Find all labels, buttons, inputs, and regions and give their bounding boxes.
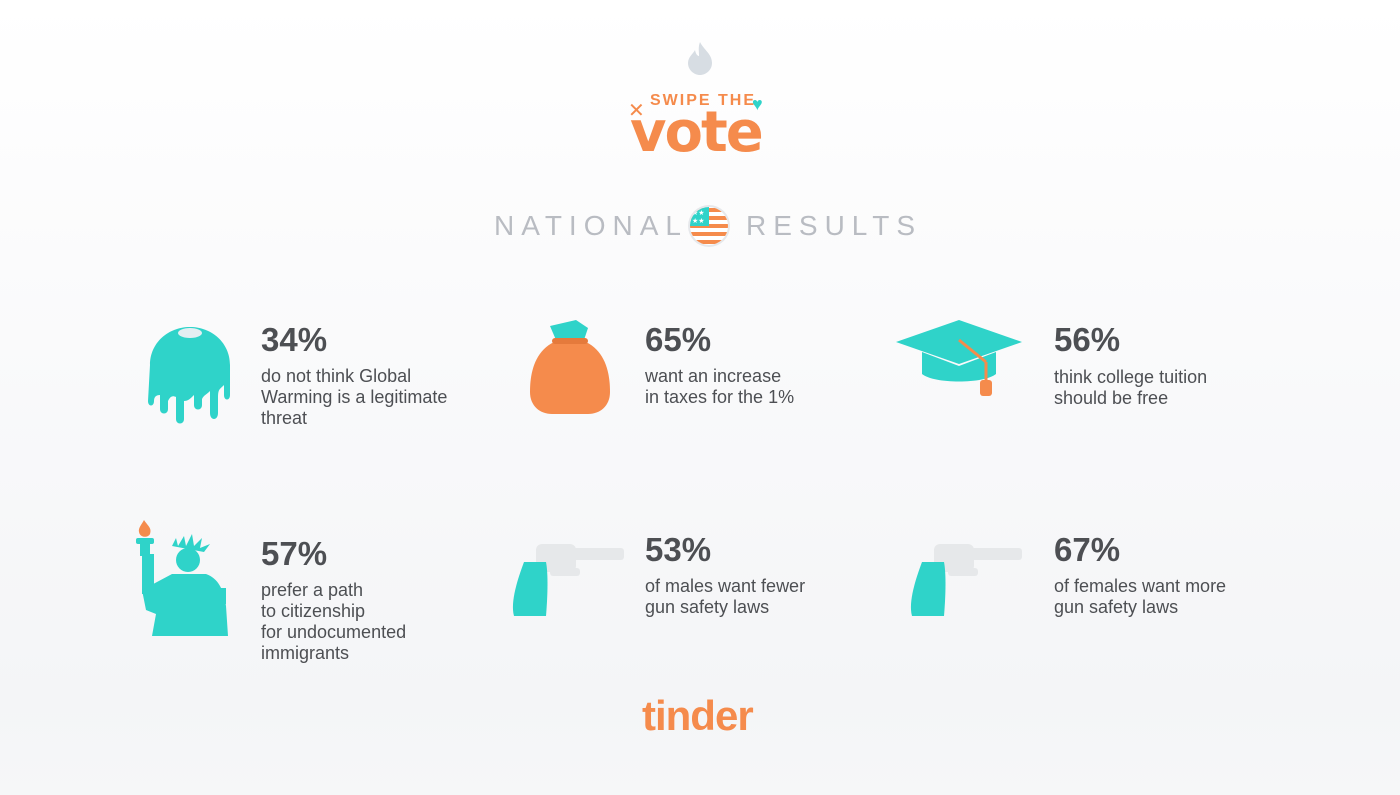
money-bag-icon <box>530 320 610 414</box>
logo-vote: vote <box>630 100 764 165</box>
stat-text-line: Warming is a legitimate <box>261 387 448 407</box>
stat-text-line: prefer a path <box>261 580 364 600</box>
x-mark-icon: ✕ <box>628 100 645 122</box>
stat-females-guns: 67% of females want more gun safety laws <box>1054 533 1226 618</box>
stat-percent: 65% <box>645 321 712 358</box>
stat-percent: 56% <box>1054 321 1121 358</box>
stat-citizenship: 57% prefer a path to citizenship for und… <box>261 537 406 664</box>
stat-text-line: want an increase <box>645 366 782 386</box>
stat-text-line: for undocumented <box>261 622 407 642</box>
section-title-left: NATIONAL <box>494 210 688 241</box>
stat-text-line: gun safety laws <box>1054 597 1179 617</box>
stat-text-line: immigrants <box>261 643 350 663</box>
stat-percent: 53% <box>645 531 712 568</box>
stat-males-guns: 53% of males want fewer gun safety laws <box>645 533 805 618</box>
revolver-icon <box>512 544 624 616</box>
us-flag-icon: ★★ ★★ <box>688 205 730 247</box>
revolver-icon <box>910 544 1022 616</box>
stat-text-line: gun safety laws <box>645 597 770 617</box>
tinder-logo: tinder <box>642 692 754 739</box>
stat-percent: 57% <box>261 535 328 572</box>
stat-text-line: should be free <box>1054 388 1169 408</box>
section-title-right: RESULTS <box>746 210 923 241</box>
stat-percent: 34% <box>261 321 328 358</box>
svg-text:★★: ★★ <box>692 209 705 217</box>
stat-text-line: think college tuition <box>1054 367 1208 387</box>
svg-text:★★: ★★ <box>692 217 705 225</box>
logo-tagline: SWIPE THE <box>650 92 757 109</box>
flame-icon <box>688 42 712 75</box>
stat-text-line: do not think Global <box>261 366 412 386</box>
statue-of-liberty-icon <box>136 520 228 636</box>
stat-text-line: to citizenship <box>261 601 366 621</box>
stat-text-line: threat <box>261 408 308 428</box>
heart-icon: ♥ <box>752 94 763 114</box>
stat-global-warming: 34% do not think Global Warming is a leg… <box>261 323 447 429</box>
graduation-cap-icon <box>896 320 1022 396</box>
stat-text-line: of females want more <box>1054 576 1227 596</box>
stat-percent: 67% <box>1054 531 1121 568</box>
stat-text-line: in taxes for the 1% <box>645 387 795 407</box>
stat-text-line: of males want fewer <box>645 576 806 596</box>
melting-globe-icon <box>148 327 230 424</box>
stat-tuition: 56% think college tuition should be free <box>1054 323 1207 409</box>
stat-taxes: 65% want an increase in taxes for the 1% <box>645 323 794 408</box>
